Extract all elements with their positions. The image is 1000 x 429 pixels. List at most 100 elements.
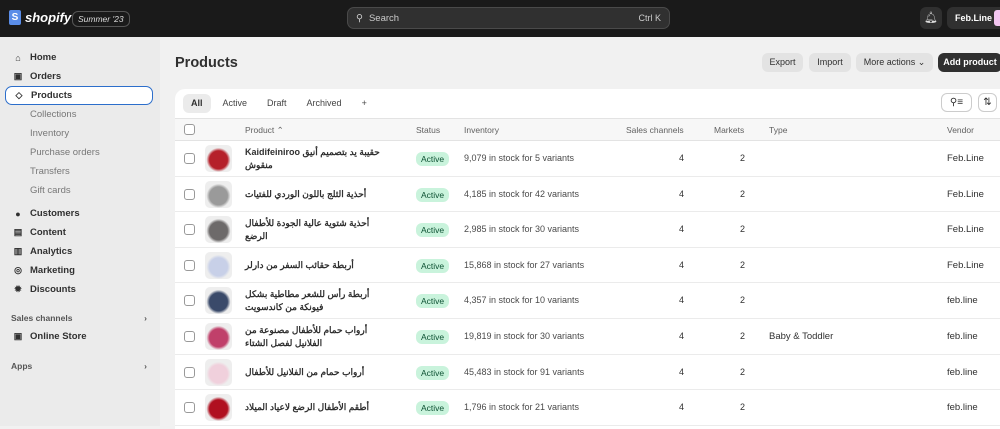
product-name-link[interactable]: أطقم الأطفال الرضع لاعياد الميلاد (245, 402, 369, 413)
product-thumbnail (205, 251, 232, 279)
avatar (994, 10, 1000, 26)
table-header: Product ⌃ Status Inventory Sales channel… (175, 118, 1000, 141)
sales-channels-count: 4 (678, 402, 684, 413)
add-view-button[interactable]: + (361, 98, 367, 108)
account-menu[interactable]: Feb.Line (947, 7, 1000, 29)
search-filter-button[interactable]: ⚲≡ (941, 93, 972, 112)
product-name-link[interactable]: أرواب حمام من الفلانيل للأطفال (245, 366, 365, 377)
markets-count: 2 (739, 224, 745, 235)
table-row[interactable]: أطقم الأطفال الرضع لاعياد الميلاد Active 1… (175, 390, 1000, 426)
table-row[interactable]: أحذية الثلج باللون الوردي للفتيات Active 4… (175, 177, 1000, 213)
export-button[interactable]: Export (762, 53, 803, 72)
product-name-link[interactable]: أربطة رأس للشعر مطاطية بشكل فيونكة من كا… (245, 289, 370, 313)
product-thumbnail (205, 323, 232, 350)
row-checkbox[interactable] (184, 331, 195, 342)
table-row[interactable]: أحذية شتوية عالية الجودة للأطفال الرضع Ac… (175, 212, 1000, 248)
table-row[interactable]: أرواب حمام للأطفال مصنوعة من الفلانيل لف… (175, 319, 1000, 355)
filter-icon: ≡ (957, 97, 964, 108)
markets-count: 2 (739, 366, 745, 377)
product-name-link[interactable]: أرواب حمام للأطفال مصنوعة من الفلانيل لف… (245, 325, 368, 348)
row-checkbox[interactable] (184, 295, 195, 307)
sales-channels-count: 4 (678, 259, 684, 270)
row-checkbox[interactable] (184, 402, 195, 414)
sort-icon: ⇅ (983, 97, 992, 108)
sidebar-item-gift-cards[interactable]: Gift cards (30, 185, 71, 196)
table-row[interactable]: حقيبة يد بتصميم أنيق Kaidifeiniroo منقوش… (175, 141, 1000, 177)
product-name-link[interactable]: أحذية الثلج باللون الوردي للفتيات (245, 188, 367, 199)
inventory-text: 2,985 in stock for 30 variants (464, 224, 580, 235)
vendor-text: Feb.Line (947, 188, 984, 200)
products-table-card: All Active Draft Archived + ⚲≡ ⇅ Product ⌃ S… (175, 89, 1000, 429)
row-checkbox[interactable] (184, 153, 195, 164)
inventory-text: 4,357 in stock for 10 variants (464, 295, 580, 306)
sidebar: ⌂ Home ▣ Orders ◇ Products Collections Inventor… (0, 37, 160, 426)
tab-draft[interactable]: Draft (267, 98, 287, 108)
sidebar-item-discounts[interactable]: ✹ Discounts (14, 284, 76, 295)
sidebar-item-home[interactable]: ⌂ Home (5, 48, 153, 67)
sidebar-item-customers[interactable]: ● Customers (5, 204, 153, 223)
inventory-text: 19,819 in stock for 30 variants (464, 331, 585, 341)
table-row[interactable]: أربطة رأس للشعر مطاطية بشكل فيونكة من كا… (175, 283, 1000, 319)
row-checkbox[interactable] (184, 259, 195, 271)
product-thumbnail (205, 287, 232, 315)
sidebar-item-collections[interactable]: Collections (30, 109, 77, 120)
column-type: Type (769, 125, 788, 135)
chevron-right-icon: › (144, 313, 147, 323)
sidebar-item-products[interactable]: ◇ Products (5, 86, 153, 105)
sales-channels-count: 4 (678, 188, 684, 199)
chart-icon: ▥ (13, 246, 23, 256)
tab-active[interactable]: Active (222, 98, 248, 108)
tab-archived[interactable]: Archived (306, 98, 342, 108)
inventory-text: 15,868 in stock for 27 variants (464, 259, 585, 270)
vendor-text: feb.line (947, 402, 978, 414)
import-button[interactable]: Import (809, 53, 851, 72)
product-name-link[interactable]: حقيبة يد بتصميم أنيق Kaidifeiniroo منقوش (245, 147, 380, 170)
apps-section[interactable]: Apps › (11, 361, 147, 371)
product-thumbnail (205, 145, 232, 172)
select-all-checkbox[interactable] (184, 124, 195, 135)
target-icon: ◎ (14, 265, 22, 275)
sidebar-item-orders[interactable]: ▣ Orders (13, 71, 62, 82)
sidebar-item-online-store[interactable]: ▣ Online Store (13, 331, 87, 342)
edition-badge: Summer '23 (72, 11, 130, 27)
product-thumbnail (205, 394, 232, 422)
chevron-down-icon: ⌄ (917, 57, 926, 67)
status-badge: Active (416, 223, 450, 238)
product-thumbnail (205, 358, 232, 386)
table-row[interactable]: أرواب حمام من الفلانيل للأطفال Active 45,4… (175, 355, 1000, 391)
row-checkbox[interactable] (184, 224, 195, 236)
row-checkbox[interactable] (184, 188, 195, 200)
table-row[interactable]: أربطة حقائب السفر من دارلر Active 15,868 i… (175, 248, 1000, 284)
sales-channels-section[interactable]: Sales channels › (11, 313, 147, 323)
sidebar-item-purchase-orders[interactable]: Purchase orders (30, 147, 100, 158)
sidebar-item-content[interactable]: ▤ Content (13, 227, 66, 238)
status-badge: Active (416, 258, 450, 273)
markets-count: 2 (739, 153, 745, 163)
sort-arrows-icon: ⌃ (276, 125, 284, 135)
vendor-text: Feb.Line (947, 224, 984, 236)
tab-all[interactable]: All (183, 94, 211, 113)
column-product[interactable]: Product ⌃ (245, 125, 284, 135)
column-sales-channels: Sales channels (626, 125, 684, 135)
add-product-button[interactable]: Add product (938, 53, 1000, 72)
sidebar-item-marketing[interactable]: ◎ Marketing (14, 265, 75, 276)
sort-button[interactable]: ⇅ (978, 93, 997, 112)
search-bar[interactable]: ⚲ Search Ctrl K (347, 7, 670, 29)
vendor-text: feb.line (947, 295, 978, 307)
product-name-link[interactable]: أربطة حقائب السفر من دارلر (245, 259, 354, 270)
product-name-link[interactable]: أحذية شتوية عالية الجودة للأطفال الرضع (245, 218, 370, 242)
sidebar-item-inventory[interactable]: Inventory (30, 128, 70, 139)
product-type: Baby & Toddler (769, 331, 834, 342)
inventory-text: 9,079 in stock for 5 variants (464, 153, 575, 163)
chevron-right-icon: › (144, 361, 147, 371)
inventory-text: 1,796 in stock for 21 variants (464, 402, 580, 413)
sidebar-item-transfers[interactable]: Transfers (30, 166, 70, 177)
store-icon: ▣ (13, 331, 23, 341)
page-title: Products (175, 55, 238, 71)
row-checkbox[interactable] (184, 366, 195, 378)
sidebar-item-analytics[interactable]: ▥ Analytics (13, 246, 73, 257)
notifications-bell-icon[interactable]: 🔔︎ (920, 7, 942, 29)
more-actions-button[interactable]: More actions ⌄ (856, 53, 933, 72)
